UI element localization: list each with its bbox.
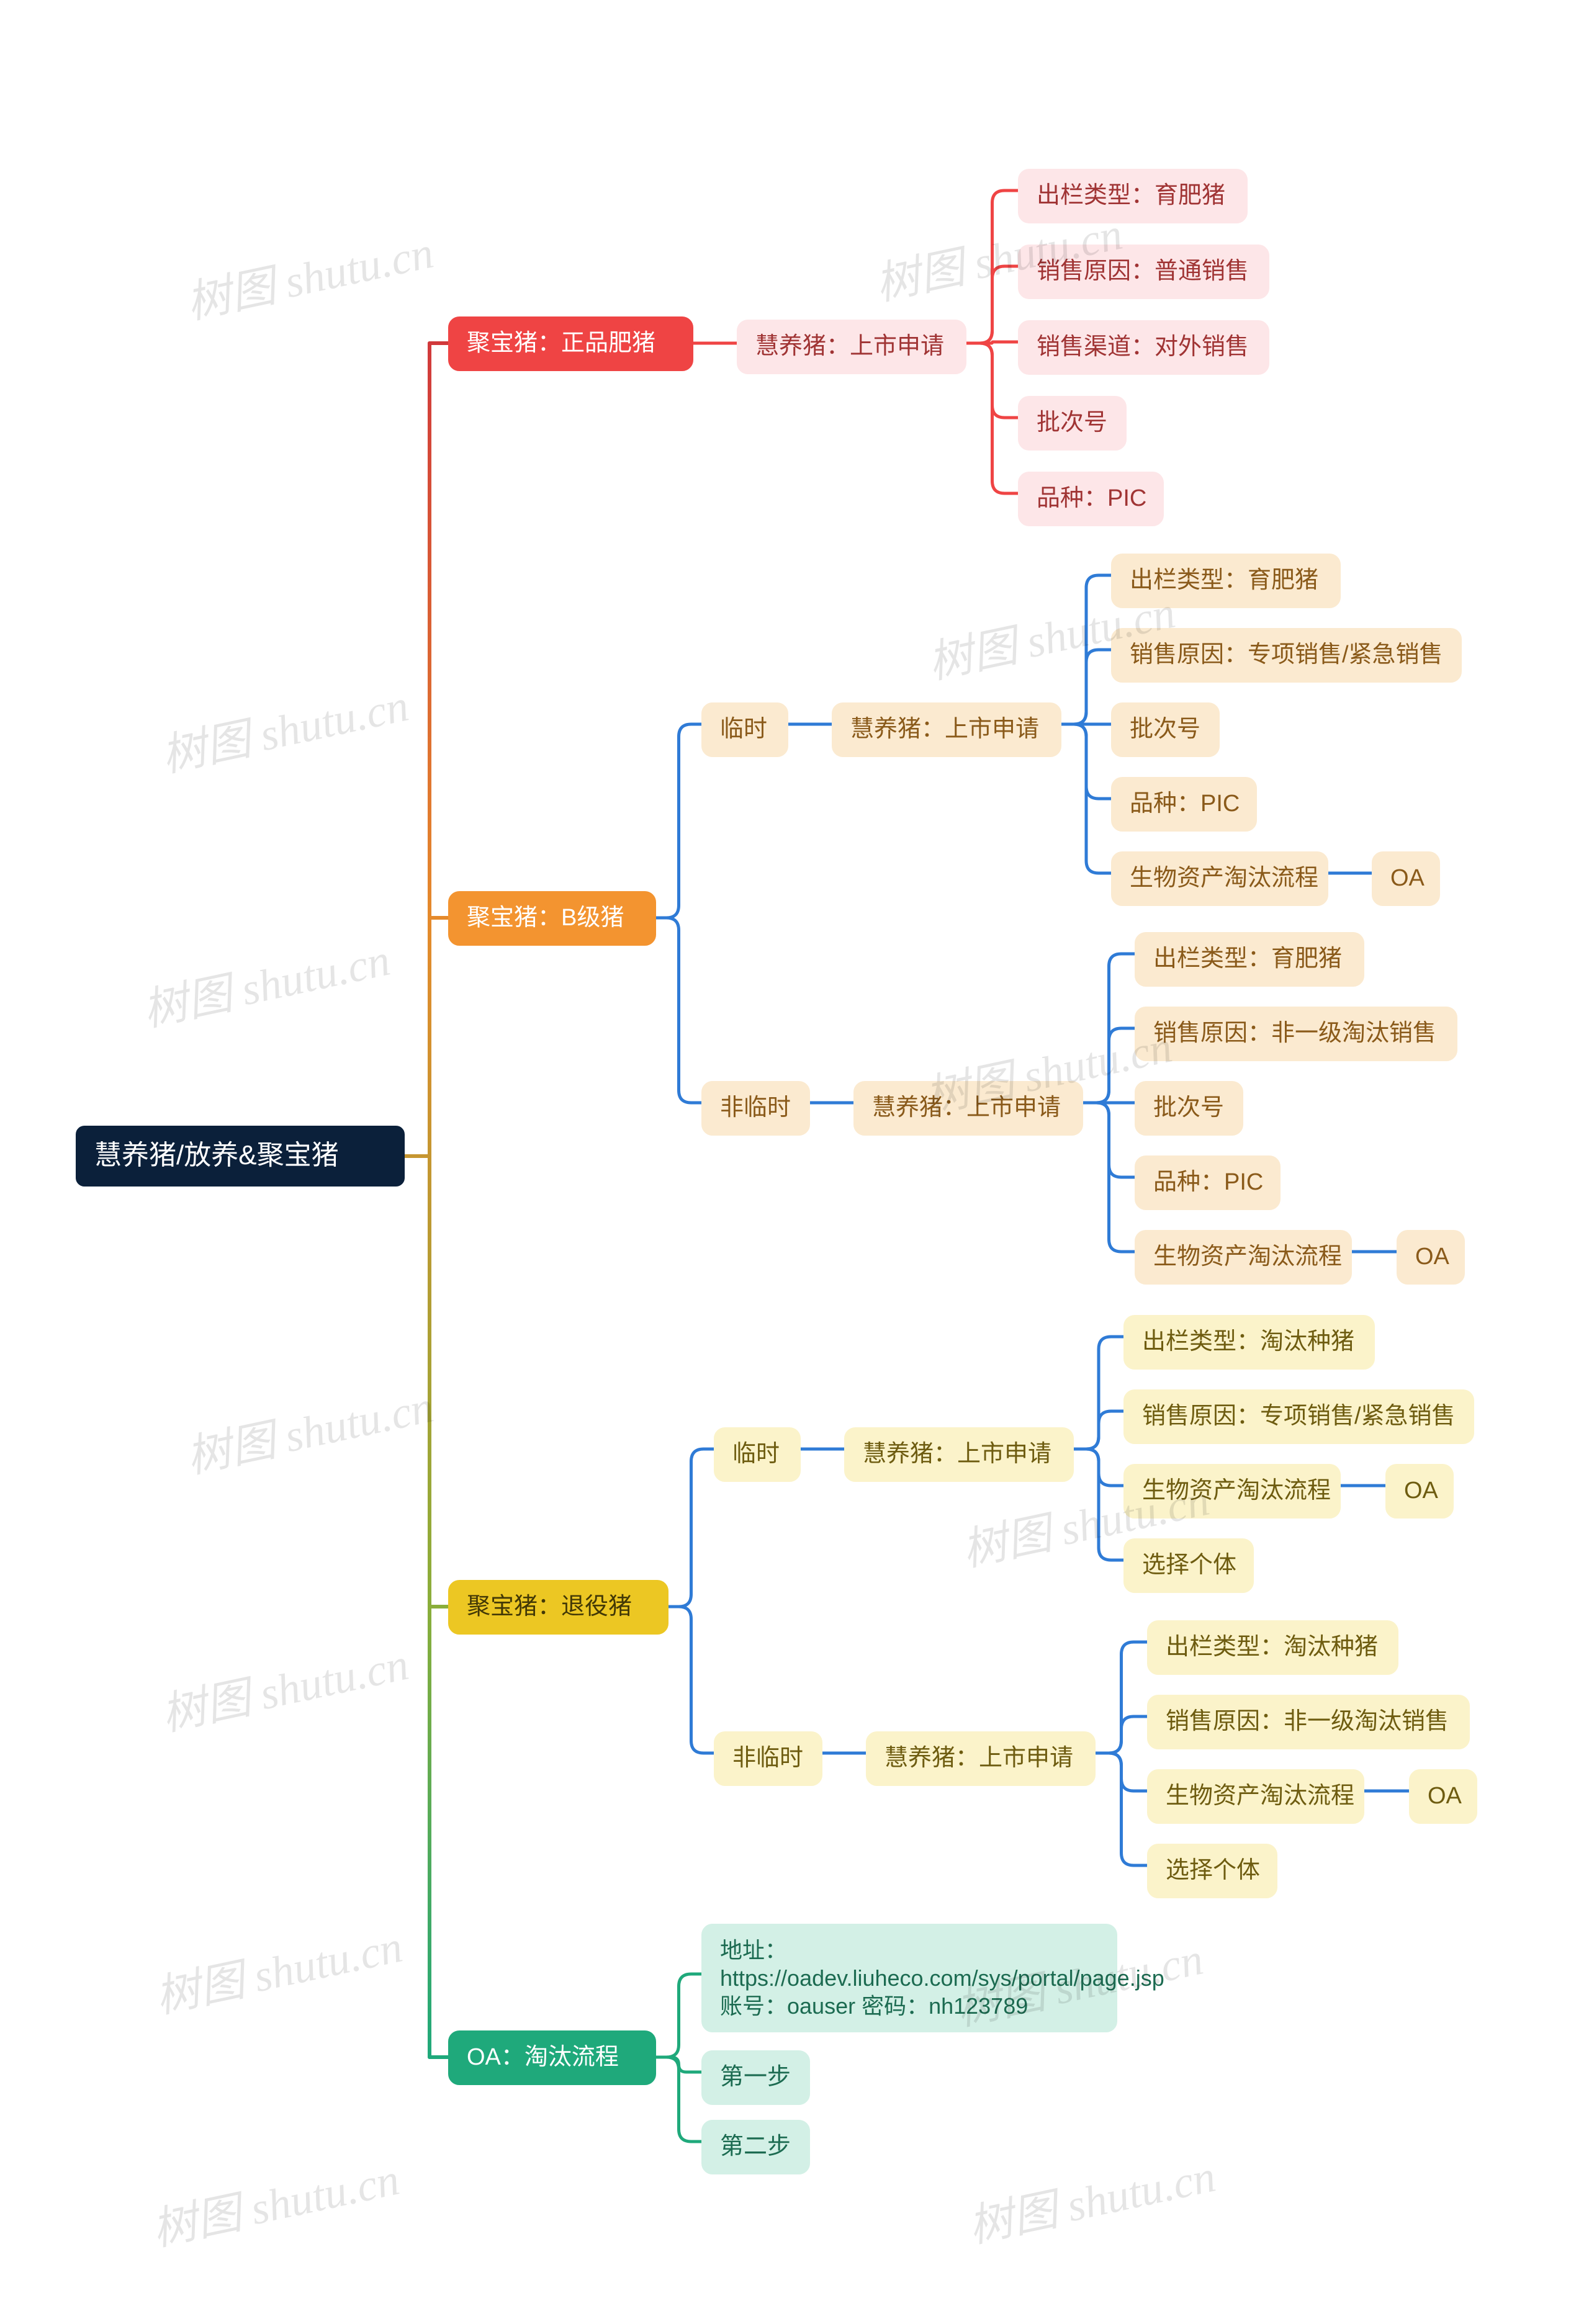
node-b1-1: 非临时 (701, 1081, 810, 1136)
node-b2-1-0-3: 选择个体 (1147, 1844, 1277, 1898)
link (1083, 1103, 1135, 1177)
watermark: 树图 shutu.cn (179, 1370, 438, 1486)
node-b1-0-0-4-0: OA (1372, 851, 1440, 906)
node-b1-0-0-3: 品种：PIC (1111, 777, 1257, 832)
node-b1-1-0-4-0: OA (1397, 1230, 1465, 1285)
link (966, 343, 1018, 418)
node-b2-1-0: 慧养猪：上市申请 (866, 1731, 1096, 1786)
link (656, 724, 701, 918)
link (1083, 1028, 1135, 1103)
node-b0-0-3: 批次号 (1018, 396, 1127, 451)
link (656, 918, 701, 1103)
link (1096, 1753, 1147, 1791)
link (668, 1449, 714, 1607)
link (656, 2057, 701, 2142)
node-b2-1-0-2-0: OA (1409, 1769, 1477, 1824)
node-b1-1-0-1: 销售原因：非一级淘汰销售 (1135, 1007, 1457, 1061)
node-b2-1: 非临时 (714, 1731, 822, 1786)
link (1096, 1753, 1147, 1865)
node-b0-0-1: 销售原因：普通销售 (1018, 245, 1269, 299)
watermark: 树图 shutu.cn (155, 1627, 413, 1743)
branch-3: OA：淘汰流程 (448, 2030, 656, 2085)
link (656, 2057, 701, 2072)
node-b1-0-0-1: 销售原因：专项销售/紧急销售 (1111, 628, 1462, 683)
root-node: 慧养猪/放养&聚宝猪 (76, 1126, 405, 1187)
watermark: 树图 shutu.cn (136, 923, 395, 1039)
link (1074, 1449, 1123, 1486)
link (1083, 1103, 1135, 1252)
link (656, 1974, 701, 2057)
node-b1-0-0-4: 生物资产淘汰流程 (1111, 851, 1328, 906)
watermark: 树图 shutu.cn (961, 2139, 1220, 2255)
link (668, 1607, 714, 1753)
node-b1-1-0-0: 出栏类型：育肥猪 (1135, 932, 1364, 987)
link (1074, 1337, 1123, 1449)
watermark: 树图 shutu.cn (148, 1909, 407, 2026)
watermark: 树图 shutu.cn (145, 2142, 404, 2258)
link (1061, 575, 1111, 724)
node-b1-1-0: 慧养猪：上市申请 (853, 1081, 1083, 1136)
node-b2-1-0-2: 生物资产淘汰流程 (1147, 1769, 1364, 1824)
node-b0-0-0: 出栏类型：育肥猪 (1018, 169, 1248, 223)
node-b2-0-0-1: 销售原因：专项销售/紧急销售 (1123, 1389, 1474, 1444)
node-b3-0: 地址：https://oadev.liuheco.com/sys/portal/… (701, 1924, 1117, 2032)
node-b0-0-4: 品种：PIC (1018, 472, 1164, 526)
watermark: 树图 shutu.cn (179, 215, 438, 331)
link (966, 266, 1018, 343)
branch-1: 聚宝猪：B级猪 (448, 891, 656, 946)
node-b1-0-0-2: 批次号 (1111, 702, 1220, 757)
node-b2-0-0-3: 选择个体 (1123, 1538, 1254, 1593)
link (1061, 724, 1111, 873)
node-b0-0-2: 销售渠道：对外销售 (1018, 320, 1269, 375)
node-b1-0: 临时 (701, 702, 788, 757)
node-b1-1-0-4: 生物资产淘汰流程 (1135, 1230, 1352, 1285)
link (966, 342, 1018, 343)
link (1061, 650, 1111, 724)
node-b1-1-0-3: 品种：PIC (1135, 1155, 1281, 1210)
node-b2-0-0: 慧养猪：上市申请 (844, 1427, 1074, 1482)
link (1074, 1449, 1123, 1560)
node-b3-2: 第二步 (701, 2120, 810, 2174)
node-b2-0: 临时 (714, 1427, 801, 1482)
node-b2-0-0-2: 生物资产淘汰流程 (1123, 1464, 1341, 1519)
node-b1-0-0-0: 出栏类型：育肥猪 (1111, 554, 1341, 608)
link (966, 191, 1018, 343)
link (1096, 1716, 1147, 1753)
node-b2-1-0-1: 销售原因：非一级淘汰销售 (1147, 1695, 1470, 1749)
link (966, 343, 1018, 493)
node-b1-1-0-2: 批次号 (1135, 1081, 1243, 1136)
watermark: 树图 shutu.cn (155, 668, 413, 784)
node-b2-0-0-0: 出栏类型：淘汰种猪 (1123, 1315, 1375, 1370)
node-b0-0: 慧养猪：上市申请 (737, 320, 966, 374)
branch-0: 聚宝猪：正品肥猪 (448, 316, 693, 371)
link (1083, 954, 1135, 1103)
link (1074, 1411, 1123, 1449)
branch-2: 聚宝猪：退役猪 (448, 1580, 668, 1635)
node-b2-1-0-0: 出栏类型：淘汰种猪 (1147, 1620, 1398, 1675)
mindmap-stage: 慧养猪/放养&聚宝猪聚宝猪：正品肥猪慧养猪：上市申请出栏类型：育肥猪销售原因：普… (0, 0, 1589, 2324)
link (1096, 1642, 1147, 1753)
link (1061, 724, 1111, 799)
node-b3-1: 第一步 (701, 2050, 810, 2105)
node-b2-0-0-2-0: OA (1385, 1464, 1454, 1519)
node-b1-0-0: 慧养猪：上市申请 (832, 702, 1061, 757)
